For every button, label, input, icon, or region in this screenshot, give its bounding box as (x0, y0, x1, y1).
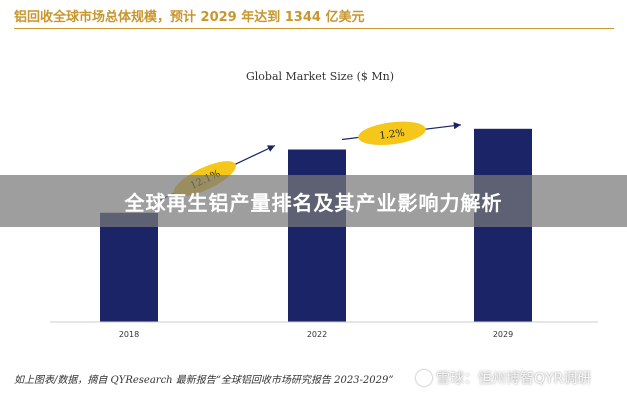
bar-2018 (100, 212, 158, 322)
growth-label: 1.2% (379, 128, 406, 142)
chart-title: Global Market Size ($ Mn) (246, 70, 394, 83)
watermark: 雪球：恒州博智QYR调研 (416, 368, 591, 388)
watermark-text: 雪球：恒州博智QYR调研 (436, 371, 592, 387)
source-note: 如上图表/数据，摘自 QYResearch 最新报告“全球铝回收市场研究报告 2… (14, 375, 394, 386)
header-title: 铝回收全球市场总体规模，预计 2029 年达到 1344 亿美元 (14, 10, 365, 25)
x-tick-label: 2018 (119, 330, 139, 339)
banner-text: 全球再生铝产量排名及其产业影响力解析 (124, 190, 503, 215)
x-tick-labels: 2018 2022 2029 (119, 330, 513, 339)
x-tick-label: 2022 (307, 330, 327, 339)
growth-bubble: 1.2% (358, 121, 426, 146)
title-banner: 全球再生铝产量排名及其产业影响力解析 (0, 175, 627, 227)
x-tick-label: 2029 (493, 330, 513, 339)
growth-bubble-shape (358, 121, 426, 146)
header-rule (14, 28, 614, 29)
snowball-icon (416, 370, 432, 386)
